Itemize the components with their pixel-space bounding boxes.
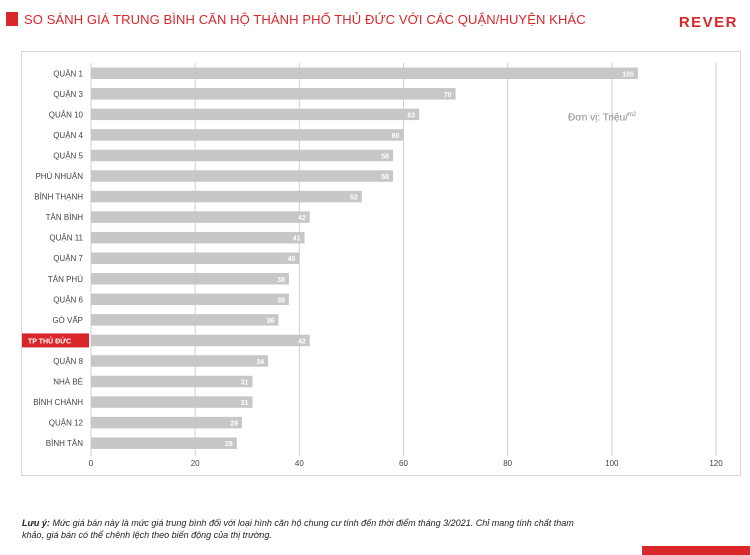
category-label: PHÚ NHUẬN [35,172,83,181]
category-label: BÌNH THẠNH [34,193,83,202]
category-label: TÂN PHÚ [48,275,83,284]
data-label: 58 [381,153,389,160]
x-tick-label: 120 [709,459,723,468]
category-label: NHÀ BÈ [53,378,83,387]
category-label: QUẬN 10 [49,110,84,119]
title-bar: SO SÁNH GIÁ TRUNG BÌNH CĂN HỘ THÀNH PHỐ … [6,10,586,28]
x-tick-label: 20 [191,459,200,468]
data-label: 105 [622,71,634,78]
data-label: 70 [444,92,452,99]
highlight-label-bg [22,333,89,348]
category-label: QUẬN 11 [49,234,83,243]
data-label: 52 [350,195,358,202]
x-tick-label: 60 [399,459,408,468]
category-label: QUẬN 12 [49,419,84,428]
bar [91,129,404,141]
data-label: 63 [407,112,415,119]
data-label: 41 [293,236,301,243]
unit-label: Đơn vị: Triệu/m2 [568,112,637,124]
bar [91,190,362,203]
bar [91,252,300,264]
category-label: BÌNH TÂN [46,439,83,448]
category-label: QUẬN 5 [53,151,83,160]
data-label: 29 [230,421,238,428]
category-label: QUẬN 7 [53,254,83,263]
bar [91,375,253,388]
category-label: GÒ VẤP [52,315,83,325]
data-label: 42 [298,338,306,345]
data-label: 42 [298,215,306,222]
category-label: TÂN BÌNH [46,213,84,222]
data-label: 38 [277,277,285,284]
bar [91,211,310,223]
data-label: 34 [256,359,264,366]
data-label: 58 [381,174,389,181]
x-tick-label: 0 [89,459,94,468]
footer-accent-bar [642,546,750,555]
bar [91,314,279,326]
bar [91,334,310,347]
category-label: QUẬN 3 [53,90,83,99]
bar [91,273,289,285]
bar [91,355,269,367]
x-tick-label: 40 [295,459,304,468]
title-marker [6,12,18,26]
footnote-label: Lưu ý: [22,518,50,528]
bar [91,437,237,449]
category-label: QUẬN 1 [53,69,83,78]
footnote: Lưu ý: Mức giá bán này là mức giá trung … [22,517,582,541]
category-label: BÌNH CHÁNH [33,398,83,407]
data-label: 40 [288,256,296,263]
bar [91,416,243,429]
data-label: 60 [392,133,400,140]
footnote-text: Mức giá bán này là mức giá trung bình đố… [22,518,574,540]
data-label: 36 [267,318,275,325]
page-title: SO SÁNH GIÁ TRUNG BÌNH CĂN HỘ THÀNH PHỐ … [24,11,586,27]
bar [91,88,456,100]
x-tick-label: 80 [503,459,512,468]
bar [91,108,420,121]
x-tick-label: 100 [605,459,619,468]
bar-chart: 0 20 40 60 80 100 120 QUẬN 1 105 QUẬN 3 70 QUẬN 10 6… [22,63,723,468]
bar [91,293,289,306]
bar [91,396,253,408]
bar [91,170,394,182]
data-label: 38 [277,297,285,304]
data-label: 28 [225,441,233,448]
data-label: 31 [241,380,249,387]
category-label: TP THỦ ĐỨC [28,336,71,345]
bar [91,149,394,162]
data-label: 31 [241,400,249,407]
chart-frame: 0 20 40 60 80 100 120 QUẬN 1 105 QUẬN 3 70 QUẬN 10 6… [21,51,741,476]
category-label: QUẬN 6 [53,295,83,304]
bar [91,231,305,244]
category-label: QUẬN 8 [53,357,83,366]
brand-logo: REVER [678,14,738,31]
bar [91,67,638,80]
category-label: QUẬN 4 [53,131,83,140]
